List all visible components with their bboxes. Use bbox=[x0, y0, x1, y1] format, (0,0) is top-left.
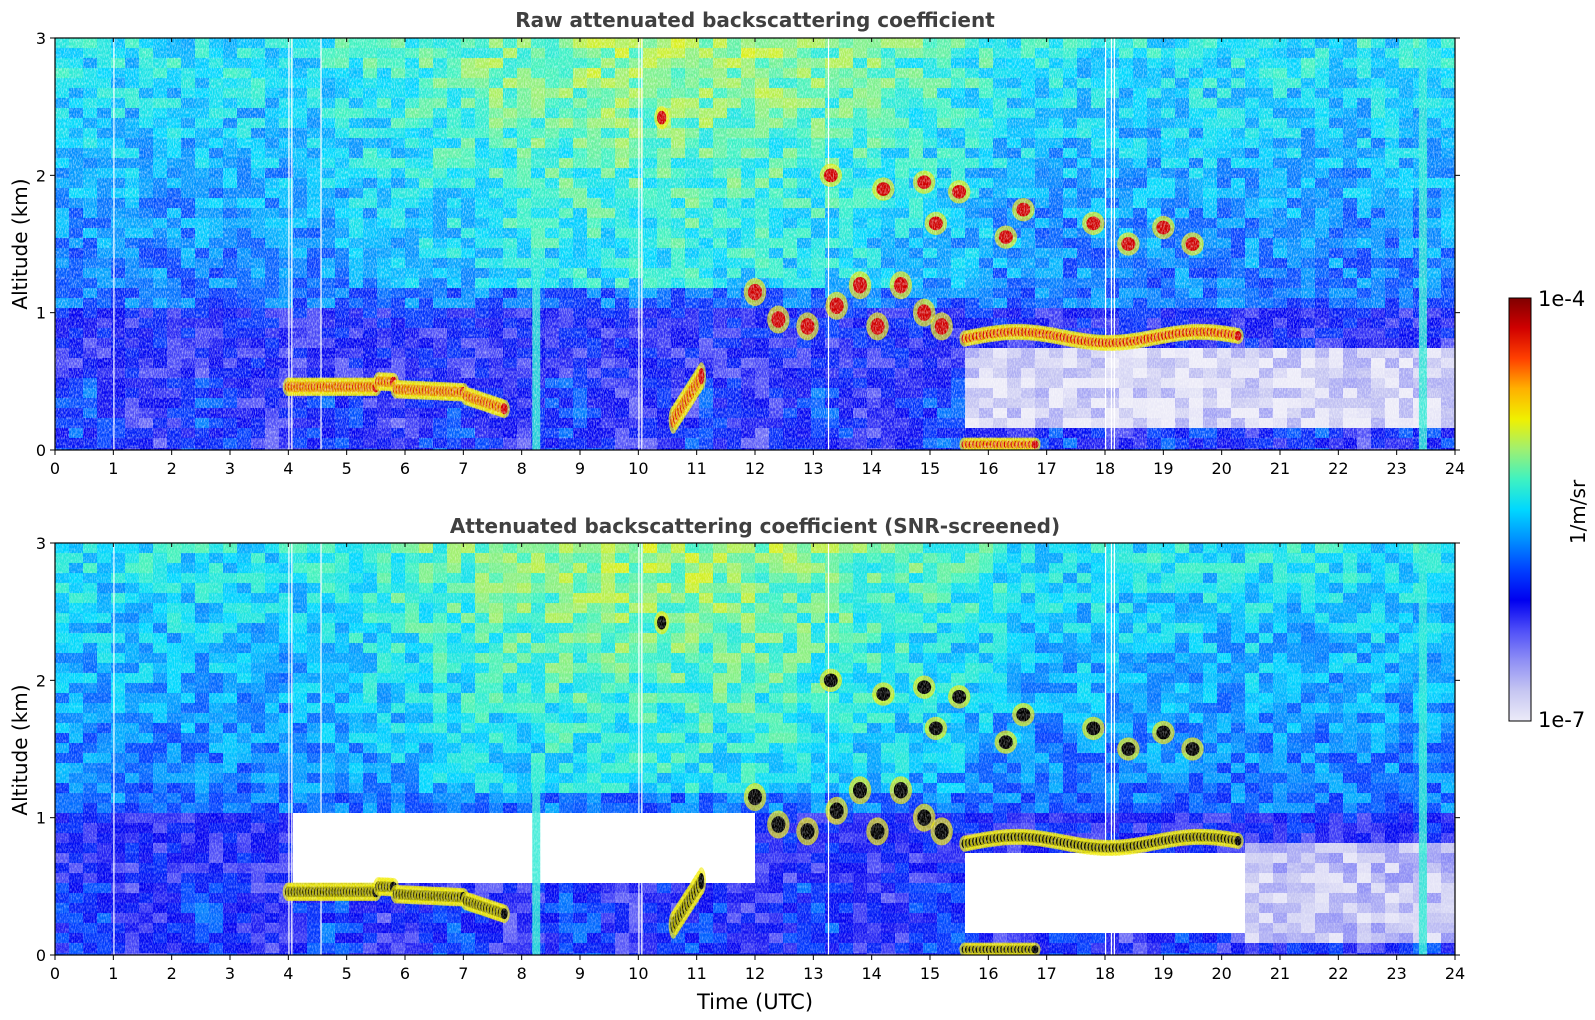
x-tick-label: 15 bbox=[920, 459, 940, 478]
x-tick-label: 10 bbox=[628, 964, 648, 983]
x-tick-label: 2 bbox=[167, 459, 177, 478]
x-tick-label: 6 bbox=[400, 459, 410, 478]
x-tick-label: 9 bbox=[575, 964, 585, 983]
x-tick-label: 7 bbox=[458, 459, 468, 478]
y-tick-label: 1 bbox=[36, 809, 46, 828]
noise-overlay-screened bbox=[55, 543, 1455, 955]
x-tick-label: 17 bbox=[1036, 964, 1056, 983]
x-tick-label: 21 bbox=[1270, 964, 1290, 983]
x-tick-label: 18 bbox=[1095, 964, 1115, 983]
panel-raw: Raw attenuated backscattering coefficien… bbox=[8, 8, 1465, 478]
x-tick-label: 7 bbox=[458, 964, 468, 983]
noise-overlay-raw bbox=[55, 38, 1455, 450]
x-tick-label: 20 bbox=[1211, 459, 1231, 478]
x-tick-label: 2 bbox=[167, 964, 177, 983]
x-tick-label: 13 bbox=[803, 964, 823, 983]
x-tick-label: 14 bbox=[861, 964, 881, 983]
x-tick-label: 24 bbox=[1445, 459, 1465, 478]
colorbar-unit-label: 1/m/sr bbox=[1566, 479, 1590, 544]
x-tick-label: 5 bbox=[342, 459, 352, 478]
y-axis-label-raw: Altitude (km) bbox=[8, 178, 32, 309]
x-tick-label: 10 bbox=[628, 459, 648, 478]
x-axis-screened: 0 1 2 3 4 5 6 7 8 9 10 11 12 13 14 15 16 17 18 19 20 21 22 23 24 bbox=[50, 543, 1465, 983]
x-tick-label: 14 bbox=[861, 459, 881, 478]
x-tick-label: 3 bbox=[225, 459, 235, 478]
x-tick-label: 24 bbox=[1445, 964, 1465, 983]
y-tick-label: 0 bbox=[36, 441, 46, 460]
panel-title-raw: Raw attenuated backscattering coefficien… bbox=[515, 8, 995, 32]
x-tick-label: 6 bbox=[400, 964, 410, 983]
x-tick-label: 4 bbox=[283, 964, 293, 983]
x-tick-label: 15 bbox=[920, 964, 940, 983]
x-tick-label: 11 bbox=[686, 459, 706, 478]
x-tick-label: 9 bbox=[575, 459, 585, 478]
colorbar-max-label: 1e-4 bbox=[1538, 287, 1585, 311]
y-axis-label-screened: Altitude (km) bbox=[8, 684, 32, 815]
x-tick-label: 1 bbox=[108, 964, 118, 983]
x-tick-label: 23 bbox=[1386, 964, 1406, 983]
x-tick-label: 17 bbox=[1036, 459, 1056, 478]
panel-title-screened: Attenuated backscattering coefficient (S… bbox=[450, 514, 1060, 538]
x-tick-label: 18 bbox=[1095, 459, 1115, 478]
x-tick-label: 8 bbox=[517, 459, 527, 478]
y-tick-label: 3 bbox=[36, 534, 46, 553]
x-tick-label: 21 bbox=[1270, 459, 1290, 478]
x-tick-label: 20 bbox=[1211, 964, 1231, 983]
x-tick-label: 22 bbox=[1328, 964, 1348, 983]
y-tick-label: 1 bbox=[36, 304, 46, 323]
x-tick-label: 19 bbox=[1153, 964, 1173, 983]
x-axis-raw: 0 1 2 3 4 5 6 7 8 9 10 11 12 13 14 15 16 17 18 19 20 21 22 23 24 bbox=[50, 38, 1465, 478]
y-tick-label: 2 bbox=[36, 671, 46, 690]
x-tick-label: 11 bbox=[686, 964, 706, 983]
x-tick-label: 16 bbox=[978, 964, 998, 983]
colorbar-gradient bbox=[1508, 297, 1532, 722]
x-tick-label: 13 bbox=[803, 459, 823, 478]
x-tick-label: 16 bbox=[978, 459, 998, 478]
x-tick-label: 3 bbox=[225, 964, 235, 983]
y-axis-screened: 0 1 2 3 bbox=[36, 534, 1460, 965]
x-tick-label: 0 bbox=[50, 459, 60, 478]
panel-screened: Attenuated backscattering coefficient (S… bbox=[8, 514, 1465, 1014]
x-axis-label: Time (UTC) bbox=[696, 990, 813, 1014]
x-tick-label: 23 bbox=[1386, 459, 1406, 478]
colorbar-min-label: 1e-7 bbox=[1538, 708, 1585, 732]
x-tick-label: 4 bbox=[283, 459, 293, 478]
x-tick-label: 19 bbox=[1153, 459, 1173, 478]
x-tick-label: 22 bbox=[1328, 459, 1348, 478]
x-tick-label: 1 bbox=[108, 459, 118, 478]
x-tick-label: 12 bbox=[745, 459, 765, 478]
x-tick-label: 8 bbox=[517, 964, 527, 983]
y-tick-label: 2 bbox=[36, 166, 46, 185]
colorbar: 1e-4 1e-7 1/m/sr bbox=[1508, 287, 1590, 732]
x-tick-label: 5 bbox=[342, 964, 352, 983]
y-axis-raw: 0 1 2 3 bbox=[36, 29, 1460, 460]
x-tick-label: 0 bbox=[50, 964, 60, 983]
y-tick-label: 3 bbox=[36, 29, 46, 48]
x-tick-label: 12 bbox=[745, 964, 765, 983]
y-tick-label: 0 bbox=[36, 946, 46, 965]
